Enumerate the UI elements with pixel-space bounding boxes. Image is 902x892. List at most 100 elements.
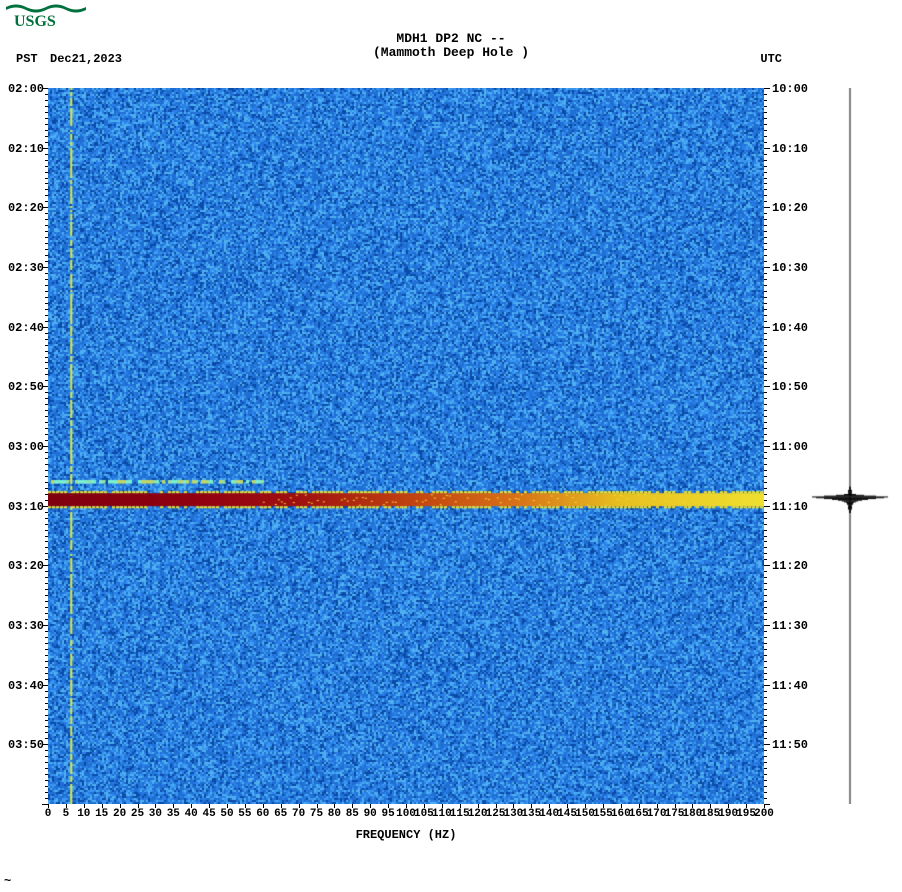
tick-left [45, 357, 48, 358]
y-right-label: 10:00 [772, 82, 808, 96]
tick-right [764, 631, 767, 632]
x-label: 165 [629, 808, 649, 820]
tick-right [764, 691, 767, 692]
tick-right [764, 172, 767, 173]
tick-left [45, 237, 48, 238]
y-left-label: 03:40 [0, 679, 44, 693]
tick-right [764, 178, 767, 179]
y-left-label: 03:30 [0, 619, 44, 633]
tick-right [764, 512, 767, 513]
tick-right [764, 571, 767, 572]
x-label: 145 [557, 808, 577, 820]
tick-right [764, 303, 767, 304]
tick-left [45, 416, 48, 417]
tick-right [764, 428, 767, 429]
y-right-label: 10:20 [772, 201, 808, 215]
tick-right [764, 500, 767, 501]
x-label: 190 [718, 808, 738, 820]
tick-right [764, 786, 767, 787]
tick-left [42, 744, 48, 745]
tick-right [764, 577, 767, 578]
tick-right [764, 315, 767, 316]
x-label: 90 [364, 808, 377, 820]
y-right-label: 11:10 [772, 500, 808, 514]
tick-right [764, 225, 767, 226]
tick-left [45, 374, 48, 375]
tick-right [764, 488, 767, 489]
tick-left [45, 243, 48, 244]
x-label: 160 [611, 808, 631, 820]
tick-left [45, 583, 48, 584]
tick-right [764, 195, 767, 196]
tick-right [764, 380, 767, 381]
tick-right [764, 309, 767, 310]
tick-right [764, 476, 767, 477]
tick-left [45, 166, 48, 167]
tick-right [764, 160, 767, 161]
x-label: 120 [468, 808, 488, 820]
tick-right [764, 559, 767, 560]
tick-right [764, 100, 767, 101]
tick-right [764, 506, 770, 507]
tick-right [764, 685, 770, 686]
tick-right [764, 88, 770, 89]
tick-right [764, 118, 767, 119]
tick-left [45, 553, 48, 554]
tick-right [764, 541, 767, 542]
tick-left [45, 309, 48, 310]
tick-left [45, 726, 48, 727]
tick-left [42, 148, 48, 149]
tick-right [764, 589, 767, 590]
tick-right [764, 166, 767, 167]
tick-left [42, 327, 48, 328]
x-label: 35 [167, 808, 180, 820]
tick-right [764, 368, 767, 369]
spectrogram-plot [48, 88, 764, 804]
tick-right [764, 667, 767, 668]
tick-left [45, 703, 48, 704]
tick-left [45, 595, 48, 596]
y-right-label: 11:50 [772, 738, 808, 752]
tick-left [45, 154, 48, 155]
tick-right [764, 494, 767, 495]
tick-left [45, 524, 48, 525]
tick-right [764, 774, 767, 775]
tick-right [764, 440, 767, 441]
tick-left [45, 530, 48, 531]
tick-right [764, 655, 767, 656]
svg-text:USGS: USGS [14, 13, 56, 30]
x-axis-label: FREQUENCY (HZ) [48, 828, 764, 842]
tick-right [764, 643, 767, 644]
tick-right [764, 750, 767, 751]
tick-left [45, 452, 48, 453]
y-right-label: 10:10 [772, 142, 808, 156]
tick-right [764, 565, 770, 566]
tick-right [764, 243, 767, 244]
tick-left [45, 428, 48, 429]
tick-left [42, 386, 48, 387]
x-label: 125 [486, 808, 506, 820]
tick-right [764, 482, 767, 483]
x-label: 150 [575, 808, 595, 820]
tick-right [764, 357, 767, 358]
tick-right [764, 124, 767, 125]
tick-right [764, 679, 767, 680]
tick-right [764, 613, 767, 614]
tick-left [42, 685, 48, 686]
tick-right [764, 607, 767, 608]
tick-left [45, 464, 48, 465]
x-label: 10 [77, 808, 90, 820]
y-left-label: 02:00 [0, 82, 44, 96]
tick-right [764, 452, 767, 453]
tick-left [45, 512, 48, 513]
tick-right [764, 703, 767, 704]
tick-right [764, 536, 767, 537]
tick-left [45, 541, 48, 542]
tick-right [764, 339, 767, 340]
x-label: 200 [754, 808, 774, 820]
x-label: 155 [593, 808, 613, 820]
tick-right [764, 291, 767, 292]
x-label: 110 [432, 808, 452, 820]
x-label: 170 [647, 808, 667, 820]
tick-left [45, 106, 48, 107]
